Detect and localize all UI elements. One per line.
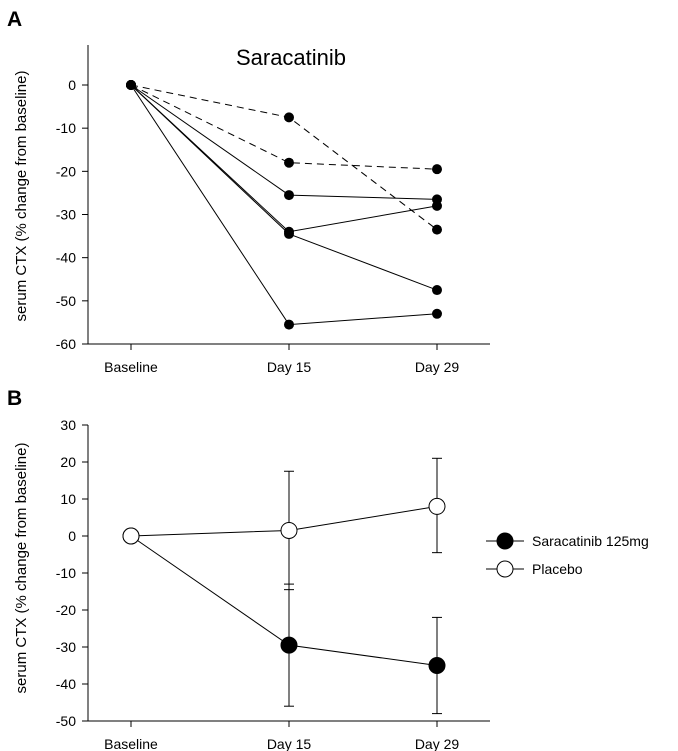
b-y-tick-label: -40 xyxy=(56,676,76,692)
panel-b-drug-point xyxy=(280,636,298,654)
panel-a-y-axis-label: serum CTX (% change from baseline) xyxy=(13,71,30,322)
b-y-tick-label: -10 xyxy=(56,565,76,581)
b-y-tick-label: -30 xyxy=(56,639,76,655)
panel-b-legend: Saracatinib 125mg Placebo xyxy=(486,532,649,578)
b-x-tick-label: Day 29 xyxy=(415,736,460,751)
panel-a-data-point xyxy=(432,200,442,211)
panel-b-y-ticks: 30 20 10 0 -10 -20 -30 -40 -50 xyxy=(56,417,88,729)
panel-a-data-point xyxy=(432,308,442,319)
legend-label: Saracatinib 125mg xyxy=(532,533,649,549)
panel-b-placebo-point xyxy=(122,527,140,545)
a-y-tick-label: 0 xyxy=(68,77,76,93)
panel-a-series-line xyxy=(130,84,438,231)
b-x-tick-label: Day 15 xyxy=(267,736,312,751)
panel-a-data-point xyxy=(126,80,136,90)
a-x-tick-label: Baseline xyxy=(104,359,158,375)
panel-a-title: Saracatinib xyxy=(236,45,346,70)
b-y-tick-label: -50 xyxy=(56,713,76,729)
panel-a-data-point xyxy=(284,319,294,330)
panel-b-y-axis-label: serum CTX (% change from baseline) xyxy=(13,443,30,694)
panel-a-data-point xyxy=(284,228,294,239)
panel-b-letter: B xyxy=(7,387,22,410)
panel-b-points xyxy=(122,497,446,674)
panel-a-y-ticks: 0 -10 -20 -30 -40 -50 -60 xyxy=(56,77,88,352)
b-y-tick-label: 20 xyxy=(60,454,76,470)
b-y-tick-label: 10 xyxy=(60,491,76,507)
panel-b-x-ticks: Baseline Day 15 Day 29 xyxy=(104,721,459,751)
a-y-tick-label: -10 xyxy=(56,120,76,136)
panel-a-series-line xyxy=(130,84,438,291)
b-y-tick-label: 0 xyxy=(68,528,76,544)
a-y-tick-label: -60 xyxy=(56,336,76,352)
legend-marker xyxy=(496,560,514,578)
legend-marker xyxy=(496,532,514,550)
panel-a-data-point xyxy=(432,224,442,235)
b-x-tick-label: Baseline xyxy=(104,736,158,751)
panel-a-letter: A xyxy=(7,8,22,31)
panel-b-drug-point xyxy=(428,657,446,674)
panel-a: A Saracatinib serum CTX (% change from b… xyxy=(7,8,490,375)
panel-a-series-line xyxy=(130,84,438,233)
a-y-tick-label: -40 xyxy=(56,250,76,266)
a-y-tick-label: -50 xyxy=(56,293,76,309)
panel-a-series-line xyxy=(130,84,438,200)
panel-a-x-ticks: Baseline Day 15 Day 29 xyxy=(104,344,459,375)
panel-a-data-point xyxy=(432,285,442,296)
panel-a-data-point xyxy=(284,190,294,201)
panel-a-lines xyxy=(130,84,438,326)
a-x-tick-label: Day 29 xyxy=(415,359,460,375)
legend-label: Placebo xyxy=(532,561,583,577)
panel-a-data-point xyxy=(284,112,294,123)
panel-a-points xyxy=(126,80,442,330)
panel-b-placebo-point xyxy=(280,521,298,539)
a-x-tick-label: Day 15 xyxy=(267,359,312,375)
panel-a-series-line xyxy=(130,84,438,326)
b-y-tick-label: -20 xyxy=(56,602,76,618)
panel-a-data-point xyxy=(284,157,294,168)
a-y-tick-label: -20 xyxy=(56,163,76,179)
panel-b-placebo-point xyxy=(428,497,446,515)
panel-a-data-point xyxy=(432,164,442,175)
panel-b-error-bars xyxy=(284,457,442,715)
a-y-tick-label: -30 xyxy=(56,207,76,223)
b-y-tick-label: 30 xyxy=(60,417,76,433)
panel-b: B serum CTX (% change from baseline) 30 2… xyxy=(7,387,649,751)
